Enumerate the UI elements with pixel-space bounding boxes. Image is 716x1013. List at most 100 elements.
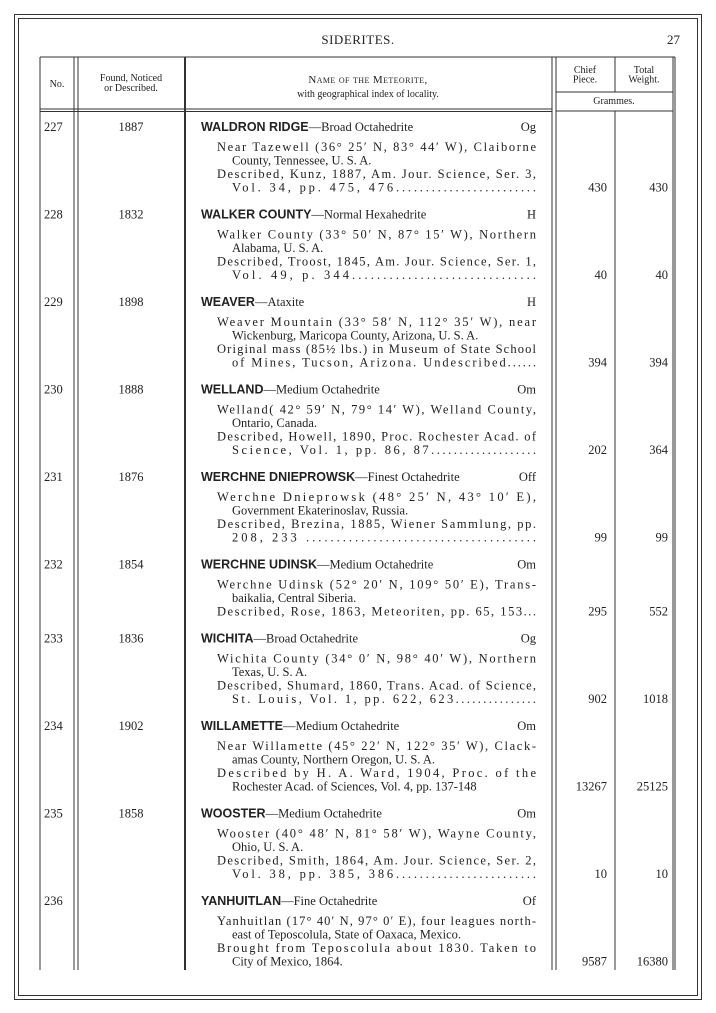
column-header: Weight.: [628, 75, 659, 86]
column-header: Total: [634, 65, 655, 76]
description-line: Described, Shumard, 1860, Trans. Acad. o…: [217, 679, 536, 693]
chief-weight: 295: [588, 605, 607, 619]
total-weight: 10: [656, 867, 669, 881]
description-line: Vol. 34, pp. 475, 476...................…: [232, 181, 536, 195]
column-header: Found, Noticed: [100, 73, 162, 84]
meteorite-heading: WICHITA—Broad Octahedrite: [201, 632, 358, 646]
description-line: Walker County (33° 50′ N, 87° 15′ W), No…: [217, 228, 537, 242]
meteorite-name: WOOSTER: [201, 807, 266, 821]
description-line: Described, Howell, 1890, Proc. Rochester…: [217, 430, 537, 444]
meteorite-type: —Normal Hexahedrite: [310, 208, 426, 222]
meteorite-code: Om: [517, 558, 536, 572]
description-line: Described, Kunz, 1887, Am. Jour. Science…: [217, 167, 536, 181]
total-weight: 1018: [643, 692, 668, 706]
column-header: No.: [50, 79, 65, 90]
description-line: 208, 233 ...............................…: [232, 531, 536, 545]
chief-weight: 902: [588, 692, 607, 706]
meteorite-name: WICHITA: [201, 632, 254, 646]
column-header: Chief: [574, 65, 597, 76]
description-line: Werchne Dnieprowsk (48° 25′ N, 43° 10′ E…: [217, 490, 536, 504]
table-rules: [39, 56, 676, 970]
meteorite-name: WILLAMETTE: [201, 719, 283, 733]
description-line: Rochester Acad. of Sciences, Vol. 4, pp.…: [232, 780, 477, 794]
meteorite-type: —Ataxite: [254, 295, 305, 309]
total-weight: 430: [649, 181, 668, 195]
description-line: Yanhuitlan (17° 40′ N, 97° 0′ E), four l…: [217, 914, 536, 928]
meteorite-type: —Broad Octahedrite: [308, 120, 414, 134]
meteorite-type: —Finest Octahedrite: [354, 470, 460, 484]
column-header: with geographical index of locality.: [297, 89, 439, 100]
description-line: Near Willamette (45° 22′ N, 122° 35′ W),…: [217, 739, 536, 753]
description-line: County, Tennessee, U. S. A.: [232, 154, 371, 168]
meteorite-heading: WALKER COUNTY—Normal Hexahedrite: [201, 208, 427, 222]
row-number: 234: [44, 719, 64, 733]
meteorite-name: WERCHNE UDINSK: [201, 558, 317, 572]
inner-border: [18, 18, 698, 996]
meteorite-code: H: [527, 208, 536, 222]
meteorite-heading: WERCHNE DNIEPROWSK—Finest Octahedrite: [201, 470, 460, 484]
description-line: Vol. 38, pp. 385, 386...................…: [232, 867, 536, 881]
description-line: of Mines, Tucson, Arizona. Undescribed..…: [232, 356, 536, 370]
chief-weight: 99: [595, 531, 608, 545]
row-year: 1876: [119, 470, 144, 484]
meteorite-code: Off: [519, 470, 537, 484]
meteorite-code: Om: [517, 807, 536, 821]
description-line: east of Teposcolula, State of Oaxaca, Me…: [232, 928, 461, 942]
meteorite-name: WEAVER: [201, 295, 255, 309]
description-line: Alabama, U. S. A.: [232, 241, 323, 255]
chief-weight: 430: [588, 181, 607, 195]
description-line: Welland( 42° 59′ N, 79° 14′ W), Welland …: [217, 403, 536, 417]
unit-header: Grammes.: [593, 96, 634, 107]
description-line: Described, Rose, 1863, Meteoriten, pp. 6…: [217, 605, 536, 619]
meteorite-heading: WOOSTER—Medium Octahedrite: [201, 807, 382, 821]
meteorite-code: Om: [517, 719, 536, 733]
description-line: Wichita County (34° 0′ N, 98° 40′ W), No…: [217, 652, 537, 666]
meteorite-heading: WILLAMETTE—Medium Octahedrite: [201, 719, 400, 733]
row-number: 232: [44, 558, 63, 572]
description-line: Described, Troost, 1845, Am. Jour. Scien…: [217, 255, 536, 269]
chief-weight: 9587: [582, 955, 607, 969]
page-number: 27: [667, 32, 681, 47]
row-number: 229: [44, 295, 63, 309]
meteorite-type: —Medium Octahedrite: [282, 719, 400, 733]
total-weight: 16380: [637, 955, 668, 969]
chief-weight: 40: [595, 268, 608, 282]
description-line: amas County, Northern Oregon, U. S. A.: [232, 753, 435, 767]
description-line: Science, Vol. 1, pp. 86, 87.............…: [232, 443, 536, 457]
meteorite-heading: YANHUITLAN—Fine Octahedrite: [201, 894, 378, 908]
meteorite-heading: WELLAND—Medium Octahedrite: [201, 383, 380, 397]
description-line: Brought from Teposcolula about 1830. Tak…: [217, 941, 536, 955]
total-weight: 40: [656, 268, 669, 282]
meteorite-name: WELLAND: [201, 383, 264, 397]
total-weight: 552: [649, 605, 668, 619]
total-weight: 99: [656, 531, 669, 545]
row-number: 236: [44, 894, 63, 908]
meteorite-heading: WERCHNE UDINSK—Medium Octahedrite: [201, 558, 434, 572]
meteorite-heading: WEAVER—Ataxite: [201, 295, 305, 309]
row-year: 1854: [119, 558, 145, 572]
meteorite-type: —Medium Octahedrite: [265, 807, 383, 821]
chief-weight: 10: [595, 867, 608, 881]
description-line: Wickenburg, Maricopa County, Arizona, U.…: [232, 329, 478, 343]
meteorite-code: Og: [521, 632, 537, 646]
description-line: Wooster (40° 48′ N, 81° 58′ W), Wayne Co…: [217, 827, 536, 841]
description-line: City of Mexico, 1864.: [232, 955, 343, 969]
row-year: 1887: [119, 120, 144, 134]
chief-weight: 202: [588, 443, 607, 457]
description-line: Described, Brezina, 1885, Wiener Sammlun…: [217, 517, 536, 531]
meteorite-name: WALKER COUNTY: [201, 208, 312, 222]
meteorite-type: —Broad Octahedrite: [253, 632, 359, 646]
row-number: 230: [44, 383, 63, 397]
page-title: SIDERITES.: [321, 32, 394, 47]
description-line: Government Ekaterinoslav, Russia.: [232, 504, 408, 518]
row-year: 1858: [119, 807, 144, 821]
total-weight: 394: [649, 356, 669, 370]
description-line: Near Tazewell (36° 25′ N, 83° 44′ W), Cl…: [217, 140, 536, 154]
description-line: Texas, U. S. A.: [232, 665, 307, 679]
row-number: 235: [44, 807, 63, 821]
column-header: or Described.: [104, 83, 158, 94]
description-line: St. Louis, Vol. 1, pp. 622, 623.........…: [232, 692, 536, 706]
meteorite-name: WERCHNE DNIEPROWSK: [201, 470, 355, 484]
description-line: Weaver Mountain (33° 58′ N, 112° 35′ W),…: [217, 315, 537, 329]
